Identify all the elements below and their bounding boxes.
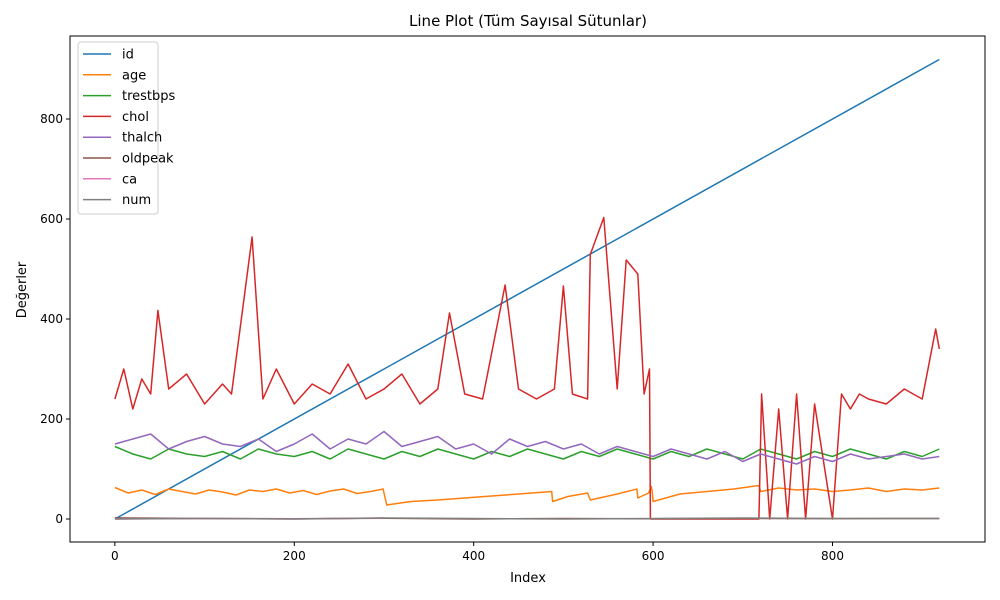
series-line-chol [114,216,941,520]
legend-label-trestbps: trestbps [122,89,176,104]
chart-title: Line Plot (Tüm Sayısal Sütunlar) [409,12,647,30]
y-tick-label: 0 [55,512,63,526]
y-tick-label: 800 [40,112,63,126]
y-tick-label: 400 [40,312,63,326]
y-tick-label: 600 [40,212,63,226]
y-axis-label: Değerler [15,261,30,318]
legend-label-chol: chol [122,110,149,125]
series-line-age [114,484,940,506]
series-line-trestbps [114,445,940,460]
legend-label-oldpeak: oldpeak [122,152,174,167]
legend-box [77,41,159,215]
plot-lines [114,58,941,520]
legend-label-num: num [122,193,151,208]
series-line-thalch [114,430,940,465]
series-line-id [114,58,940,520]
legend-label-ca: ca [122,172,137,187]
plot-frame [69,35,986,543]
legend-label-id: id [122,48,134,63]
axes: 0 200 400 600 800 0 200 400 600 800 [40,35,986,563]
x-tick-label: 600 [642,549,665,563]
legend: id age trestbps chol thalch oldpeak ca num [77,41,176,215]
series-line-num [114,517,940,520]
x-axis-label: Index [510,571,546,586]
legend-label-age: age [122,68,146,83]
x-tick-label: 200 [283,549,306,563]
x-tick-label: 0 [111,549,119,563]
y-tick-label: 200 [40,412,63,426]
x-tick-label: 800 [821,549,844,563]
x-tick-label: 400 [462,549,485,563]
legend-label-thalch: thalch [122,131,162,146]
